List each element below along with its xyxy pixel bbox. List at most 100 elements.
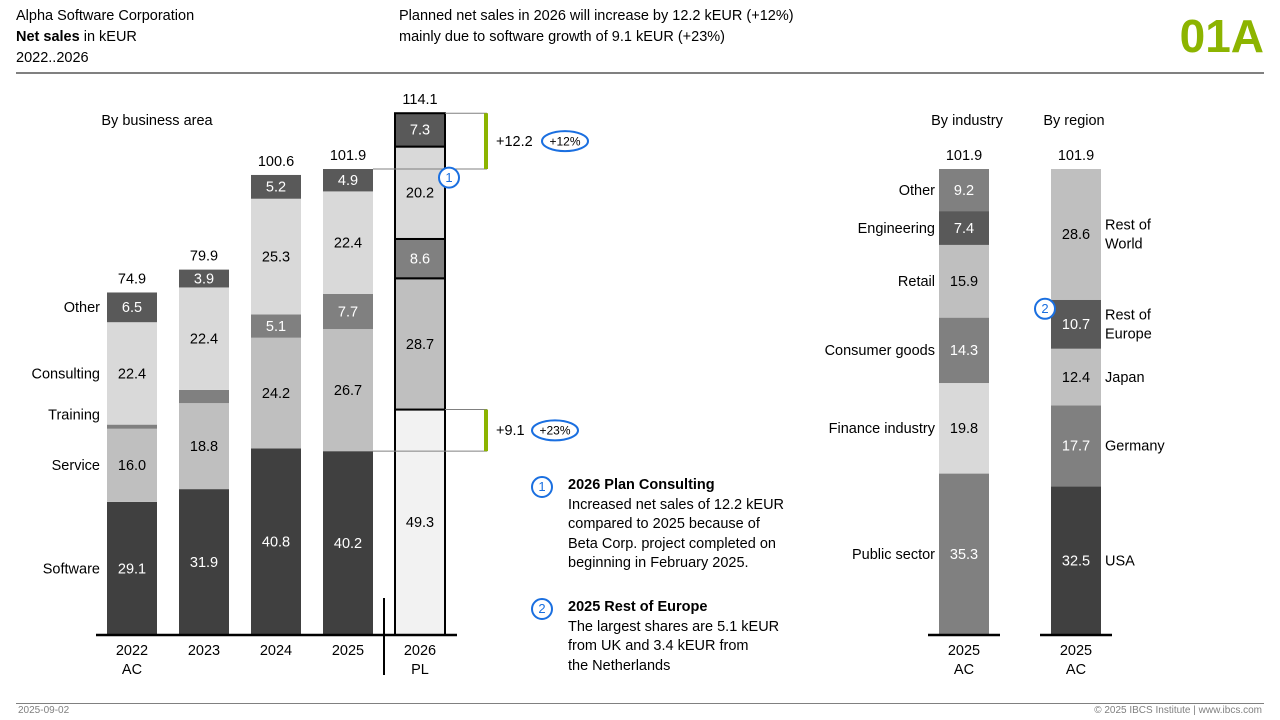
value-label: 15.9: [950, 274, 978, 290]
value-label: 40.2: [334, 536, 362, 552]
value-label: 18.8: [190, 439, 218, 455]
value-label: 40.8: [262, 535, 290, 551]
annotation-marker-1-icon-number: 1: [445, 170, 452, 185]
bar-segment-training: [179, 389, 229, 404]
total-label: 74.9: [118, 271, 146, 287]
key-message-line-2: mainly due to software growth of 9.1 kEU…: [399, 29, 725, 45]
bar-segment: [939, 317, 989, 384]
value-label: 14.3: [950, 343, 978, 359]
chart-title: By region: [1043, 113, 1104, 129]
value-label: 20.2: [406, 186, 434, 202]
delta-percent-total-text: +12%: [549, 134, 580, 148]
category-label: PL: [411, 662, 429, 678]
note-1-marker-icon: 1: [531, 476, 553, 498]
category-label: AC: [1066, 662, 1086, 678]
series-label: USA: [1105, 554, 1135, 570]
value-label: 8.6: [410, 251, 430, 267]
bar-segment: [1051, 169, 1101, 300]
bar-segment: [1051, 299, 1101, 349]
value-label: 31.9: [190, 555, 218, 571]
key-message: Planned net sales in 2026 will increase …: [399, 6, 794, 48]
value-label: 6.5: [122, 300, 142, 316]
chart-title: By business area: [101, 113, 213, 129]
delta-bar-total: [484, 113, 488, 170]
note-2-line: The largest shares are 5.1 kEUR: [568, 618, 780, 635]
measure-unit: in kEUR: [79, 29, 137, 45]
series-label: Engineering: [858, 221, 935, 237]
series-label: Public sector: [852, 547, 935, 563]
value-label: 10.7: [1062, 317, 1090, 333]
value-label: 28.7: [406, 337, 434, 353]
header-divider: [16, 72, 1264, 74]
bar-segment: [939, 211, 989, 245]
value-label: 22.4: [334, 235, 362, 251]
category-label: 2022: [116, 643, 148, 659]
series-label: Consumer goods: [825, 343, 935, 359]
series-label: Germany: [1105, 439, 1165, 455]
delta-label-software: +9.1: [496, 423, 525, 439]
bar-segment-service: [179, 403, 229, 490]
chart-canvas: By business area 29.1 16.0 22.4 6.5 74.9 2022 A…: [31, 92, 1165, 678]
value-label: 4.9: [338, 173, 358, 189]
note-1-line: beginning in February 2025.: [568, 555, 749, 571]
series-label: Retail: [898, 274, 935, 290]
category-label: 2023: [188, 643, 220, 659]
bar-segment-service: [107, 428, 157, 502]
company-name: Alpha Software Corporation: [16, 8, 195, 24]
delta-percent-software-text: +23%: [539, 424, 570, 438]
value-label: 24.2: [262, 386, 290, 402]
value-label: 25.3: [262, 249, 290, 265]
key-message-line-1: Planned net sales in 2026 will increase …: [399, 8, 794, 24]
footer-date: 2025-09-02: [18, 705, 70, 716]
value-label: 7.4: [954, 221, 974, 237]
series-label: Finance industry: [829, 421, 936, 437]
bar-segment-consulting: [179, 287, 229, 390]
note-2-line: from UK and 3.4 kEUR from: [568, 638, 749, 654]
page-code: 01A: [1179, 10, 1264, 62]
bar-segment: [1051, 486, 1101, 635]
value-label: 28.6: [1062, 227, 1090, 243]
annotation-marker-1-icon: [438, 166, 460, 189]
bar-segment: [1051, 405, 1101, 487]
value-label: 12.4: [1062, 370, 1090, 386]
bar-segment-software: [179, 489, 229, 635]
bar-segment-consulting: [323, 191, 373, 294]
delta-percent-total: [541, 130, 589, 153]
annotation-marker-2-icon-number: 2: [1041, 301, 1048, 316]
series-label: Other: [899, 183, 935, 199]
note-1-line: compared to 2025 because of: [568, 516, 760, 532]
chart-title: By industry: [931, 113, 1003, 129]
category-label: 2024: [260, 643, 292, 659]
category-label: 2025: [332, 643, 364, 659]
value-label: 5.1: [266, 319, 286, 335]
bar-segment-consulting: [251, 198, 301, 315]
period: 2022..2026: [16, 50, 89, 66]
footer-divider: [16, 703, 1264, 704]
value-label: 17.7: [1062, 439, 1090, 455]
bar-segment: [939, 244, 989, 318]
value-label: 32.5: [1062, 554, 1090, 570]
bar-segment-consulting: [394, 145, 446, 240]
annotation-marker-2-icon: [1034, 297, 1056, 320]
value-label: 3.9: [194, 271, 214, 287]
series-label: Service: [52, 458, 100, 474]
value-label: 5.2: [266, 180, 286, 196]
total-label: 101.9: [330, 148, 366, 164]
bar-segment-other: [107, 292, 157, 323]
value-label: 16.0: [118, 458, 146, 474]
bar-segment-other: [394, 112, 446, 148]
bar-segment-training: [251, 314, 301, 338]
total-label: 114.1: [402, 92, 437, 108]
value-label: 35.3: [950, 547, 978, 563]
series-label: Japan: [1105, 370, 1145, 386]
bar-segment-service: [251, 337, 301, 449]
delta-label-total: +12.2: [496, 134, 533, 150]
measure-line: Net sales in kEUR: [16, 27, 194, 48]
bar-segment-software: [107, 501, 157, 635]
note-1-title: 2026 Plan Consulting: [568, 477, 715, 493]
category-label: 2026: [404, 643, 436, 659]
value-label: 29.1: [118, 561, 146, 577]
series-label: Consulting: [31, 366, 100, 382]
category-label: AC: [122, 662, 142, 678]
total-label: 101.9: [946, 148, 982, 164]
